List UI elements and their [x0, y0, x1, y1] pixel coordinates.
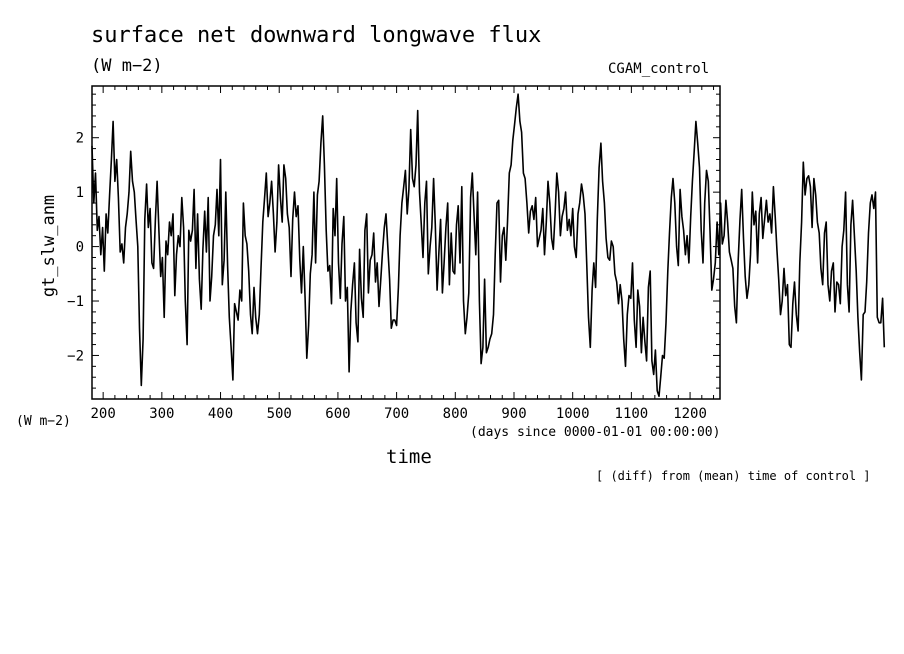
y-tick-label: −2: [67, 348, 84, 364]
x-tick-label: 800: [443, 406, 468, 422]
x-tick-label: 500: [267, 406, 292, 422]
x-tick-label: 600: [325, 406, 350, 422]
x-tick-label: 700: [384, 406, 409, 422]
x-tick-label: 1100: [615, 406, 649, 422]
series-line: [91, 93, 886, 398]
x-tick-label: 300: [149, 406, 174, 422]
x-axis-units: (days since 0000-01-01 00:00:00): [470, 425, 721, 440]
dataset-label: CGAM_control: [608, 61, 710, 77]
x-axis-label: time: [386, 446, 432, 468]
y-tick-label: 2: [76, 131, 84, 147]
footnote: [ (diff) from (mean) time of control ]: [596, 469, 871, 483]
chart-units: (W m−2): [91, 56, 163, 76]
x-tick-label: 1200: [673, 406, 707, 422]
x-tick-label: 400: [208, 406, 233, 422]
y-tick-label: 1: [76, 185, 84, 201]
chart-title: surface net downward longwave flux: [91, 23, 542, 48]
y-tick-label: −1: [67, 294, 84, 310]
x-tick-label: 900: [501, 406, 526, 422]
y-axis-units: (W m−2): [16, 414, 71, 429]
y-tick-label: 0: [76, 240, 84, 256]
x-tick-label: 1000: [556, 406, 590, 422]
x-tick-label: 200: [91, 406, 116, 422]
